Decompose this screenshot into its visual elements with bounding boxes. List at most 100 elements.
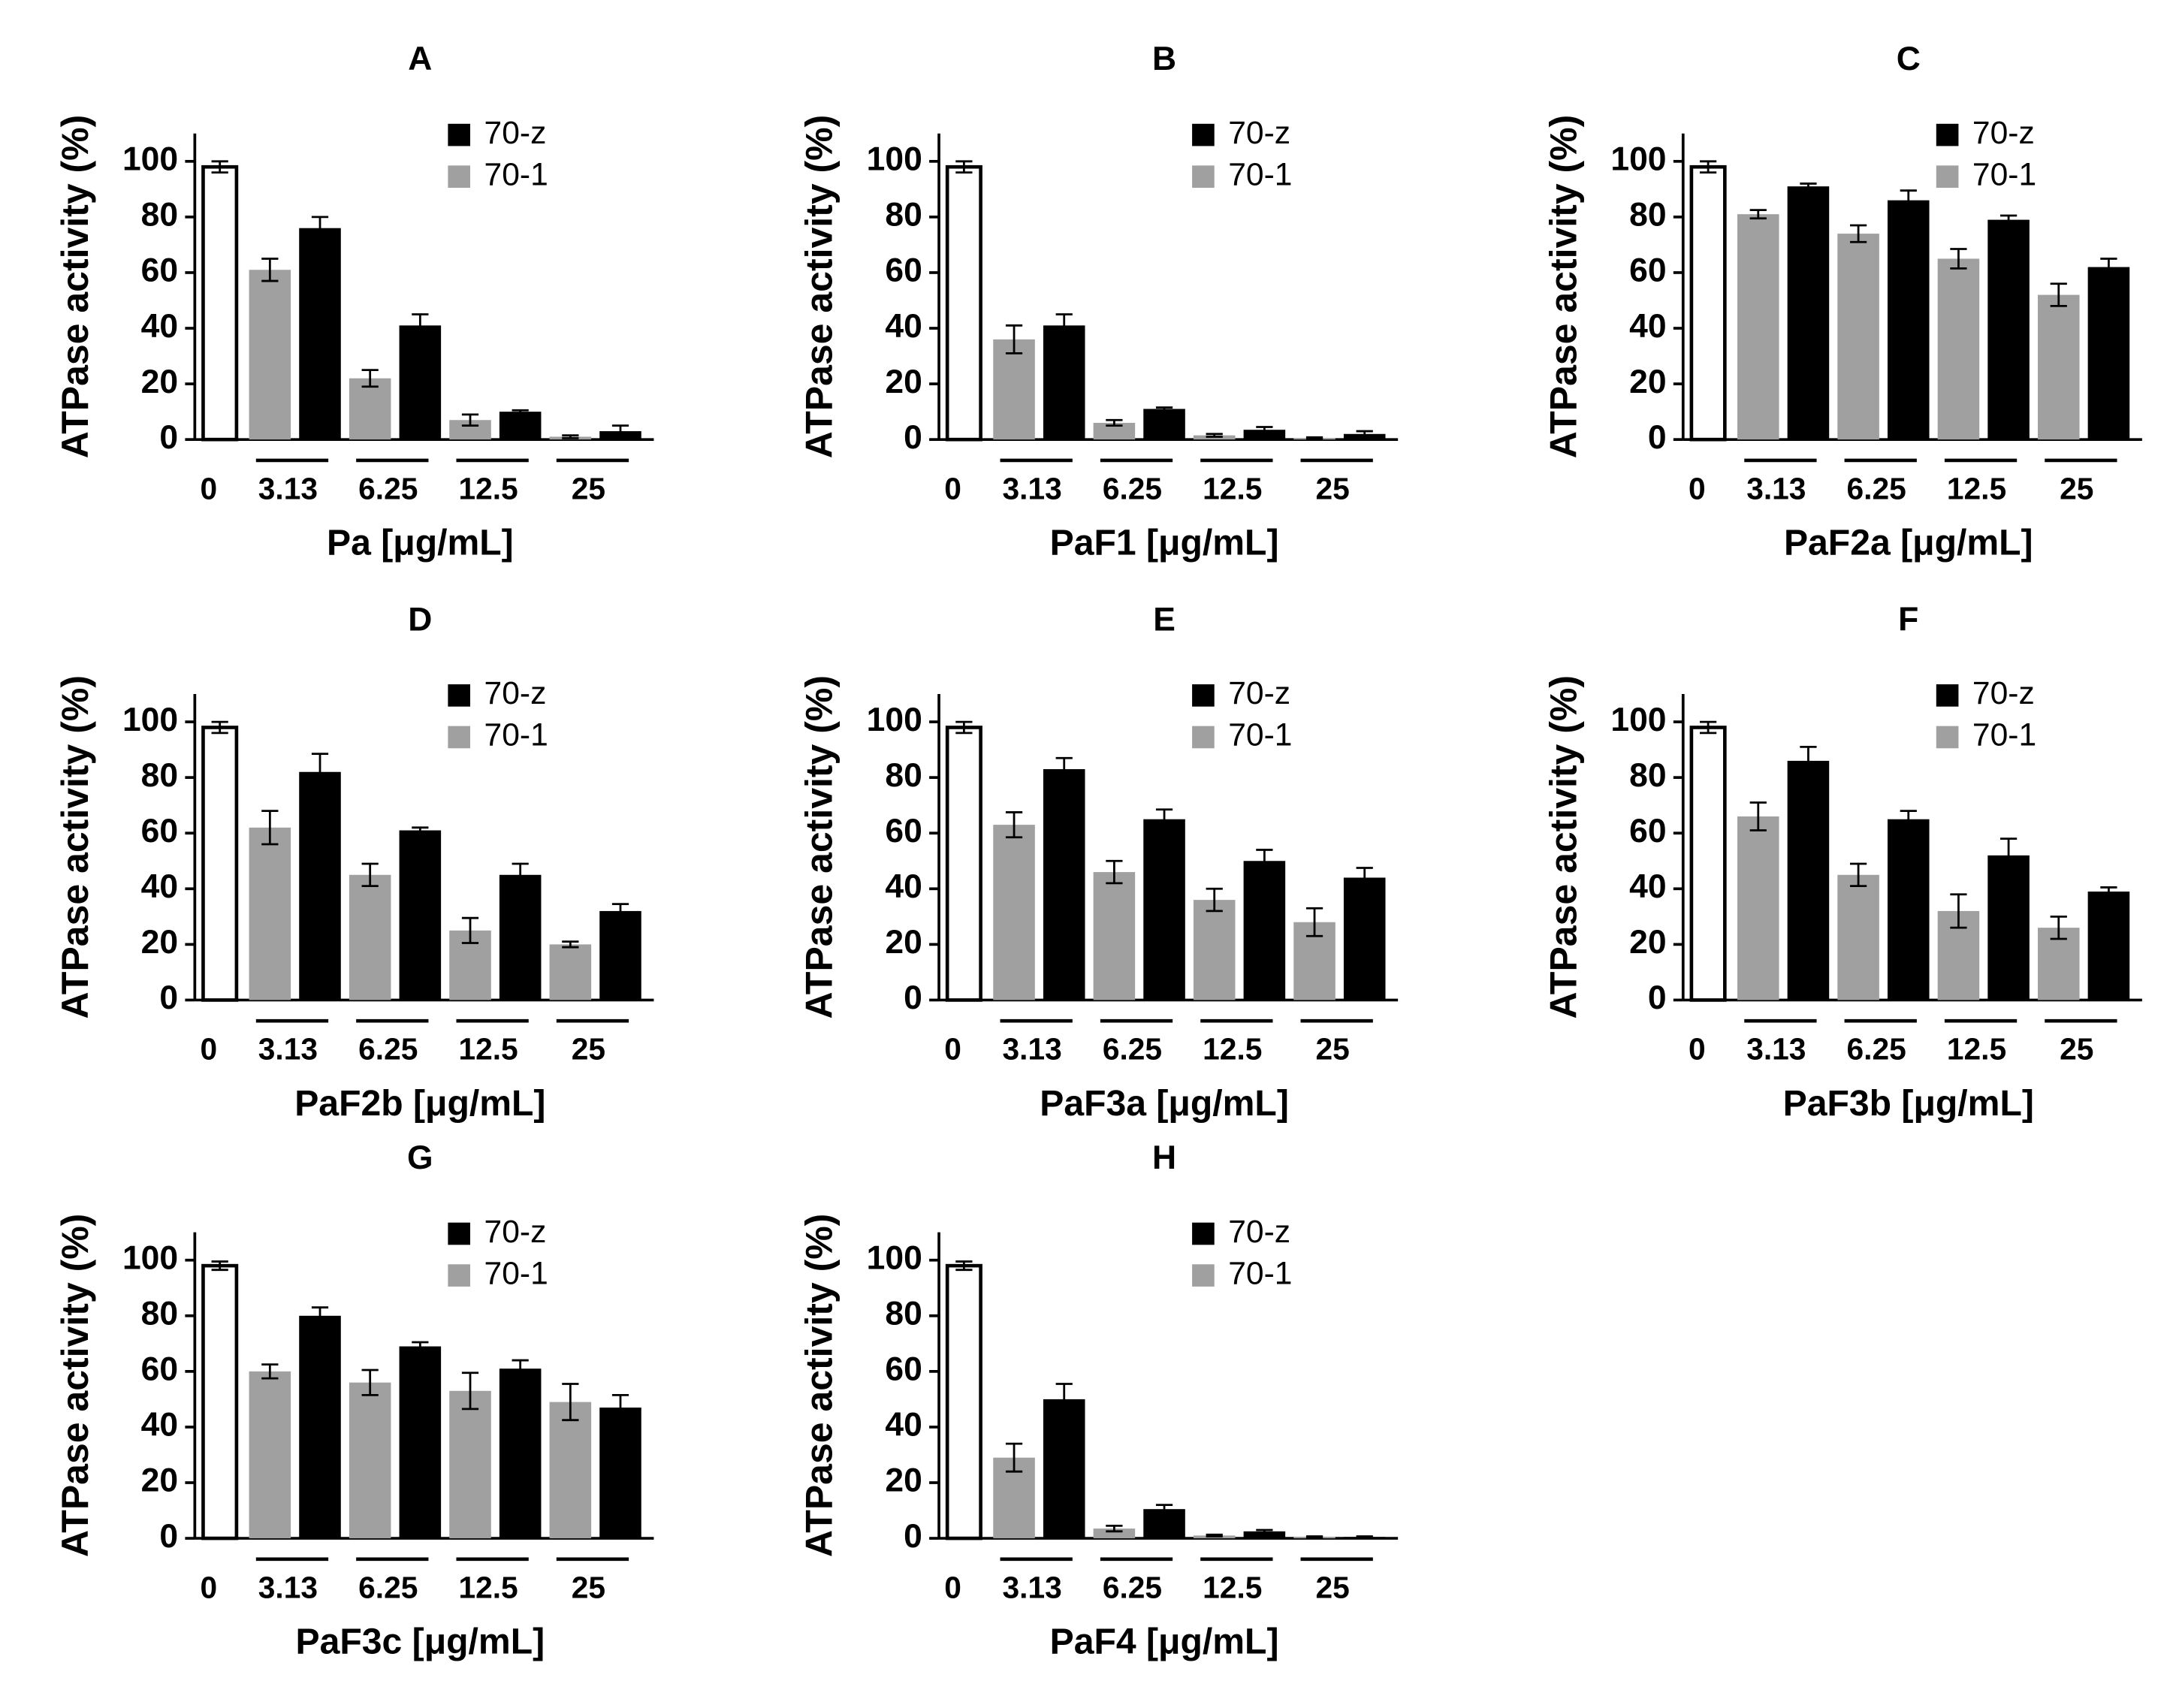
y-tick-label: 0 (904, 419, 922, 456)
legend-label: 70-z (484, 675, 547, 711)
error-bar (512, 1359, 529, 1378)
legend-label: 70-z (484, 115, 547, 151)
y-tick-label: 20 (885, 924, 922, 961)
x-axis-label: PaF4 [μg/mL] (1050, 1622, 1279, 1662)
y-tick-label: 40 (885, 868, 922, 905)
bar (399, 1346, 442, 1539)
error-bar (2100, 258, 2117, 277)
bar (449, 1390, 491, 1539)
error-bar (512, 862, 529, 887)
x-tick-label: 3.13 (1002, 1032, 1061, 1067)
error-bar (211, 160, 228, 174)
error-bar (1849, 224, 1867, 243)
x-tick-label: 0 (944, 1570, 961, 1604)
bar (249, 270, 291, 440)
legend-swatch (1192, 726, 1215, 749)
y-tick-label: 100 (867, 702, 922, 738)
y-tick-label: 40 (885, 308, 922, 345)
legend-label: 70-1 (1228, 717, 1292, 753)
legend-swatch (1192, 684, 1215, 707)
error-bar (1900, 189, 1917, 212)
error-bar (1155, 808, 1173, 831)
y-tick-label: 0 (1648, 419, 1667, 456)
y-axis-label: ATPase activity (%) (798, 1214, 841, 1557)
x-axis-label: PaF3a [μg/mL] (1040, 1083, 1289, 1124)
x-tick-label: 0 (201, 1032, 218, 1067)
y-tick-label: 40 (141, 1407, 178, 1444)
error-bar (2050, 915, 2067, 940)
error-bar (261, 810, 279, 846)
y-tick-label: 0 (159, 1518, 178, 1555)
y-tick-label: 100 (1610, 702, 1666, 738)
legend-label: 70-z (1972, 675, 2035, 711)
error-bar (261, 1363, 279, 1380)
error-bar (1950, 893, 1967, 929)
bar (349, 1382, 391, 1539)
x-tick-label: 6.25 (358, 1032, 418, 1067)
error-bar (461, 1372, 479, 1411)
x-tick-label: 3.13 (258, 1570, 318, 1604)
error-bar (1305, 907, 1323, 937)
control-bar (945, 1263, 982, 1541)
error-bar (2100, 886, 2117, 897)
error-bar (955, 720, 973, 735)
error-bar (1005, 1442, 1023, 1473)
x-tick-label: 25 (1315, 1570, 1349, 1604)
y-tick-label: 0 (159, 979, 178, 1016)
legend-label: 70-1 (1228, 156, 1292, 192)
error-bar (1356, 430, 1373, 438)
legend-label: 70-1 (484, 717, 548, 753)
bar (993, 825, 1035, 1000)
legend-swatch (1192, 1264, 1215, 1287)
error-bar (1999, 837, 2018, 874)
error-bar (461, 916, 479, 944)
error-bar (211, 1260, 228, 1272)
error-bar (1155, 1504, 1173, 1515)
y-tick-label: 80 (1629, 757, 1666, 794)
bar (1737, 214, 1779, 440)
y-tick-label: 20 (141, 924, 178, 961)
legend-label: 70-z (1228, 1214, 1290, 1250)
x-tick-label: 12.5 (1203, 1032, 1262, 1067)
x-tick-label: 6.25 (1103, 471, 1162, 505)
y-tick-label: 100 (122, 141, 178, 178)
x-tick-label: 3.13 (258, 1032, 318, 1067)
y-tick-label: 60 (885, 1351, 922, 1388)
y-tick-label: 0 (904, 979, 922, 1016)
x-tick-label: 6.25 (358, 1570, 418, 1604)
y-tick-label: 60 (885, 252, 922, 289)
bar (1093, 422, 1136, 440)
bar (1787, 186, 1830, 440)
panel-title: D (408, 601, 432, 638)
bar (549, 944, 592, 1000)
x-axis-label: Pa [μg/mL] (327, 523, 514, 563)
y-tick-label: 80 (1629, 197, 1666, 234)
legend-label: 70-1 (1972, 156, 2036, 192)
panel-title: A (408, 41, 432, 77)
bar (1243, 1531, 1286, 1539)
y-tick-label: 100 (122, 702, 178, 738)
x-axis-label: PaF1 [μg/mL] (1050, 523, 1279, 563)
error-bar (2050, 282, 2067, 307)
x-tick-label: 12.5 (458, 1570, 518, 1604)
error-bar (1699, 720, 1717, 735)
error-bar (461, 413, 479, 427)
bar (599, 910, 641, 1000)
bar (349, 874, 391, 1000)
bar (1243, 861, 1286, 1000)
bar (1937, 258, 1980, 440)
error-bar (1256, 1528, 1273, 1534)
error-bar (361, 369, 379, 388)
legend-label: 70-1 (1972, 717, 2036, 753)
bar (1887, 819, 1930, 1000)
bar (2037, 294, 2080, 440)
error-bar (311, 216, 329, 240)
error-bar (1356, 1535, 1373, 1539)
control-bar (201, 164, 239, 442)
error-bar (1106, 418, 1123, 427)
bar (1737, 816, 1779, 1000)
error-bar (412, 1341, 429, 1352)
y-tick-label: 100 (122, 1239, 178, 1276)
y-tick-label: 80 (141, 1296, 178, 1332)
error-bar (1106, 1525, 1123, 1533)
